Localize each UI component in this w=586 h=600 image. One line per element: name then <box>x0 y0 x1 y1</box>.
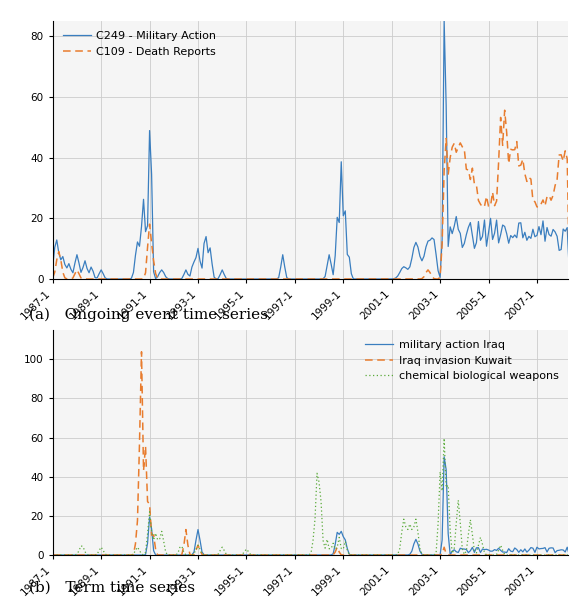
C249 - Military Action <box>360 275 367 283</box>
C249 - Military Action <box>71 259 79 266</box>
C109 - Death Reports <box>570 275 577 283</box>
chemical biological weapons <box>71 551 79 559</box>
chemical biological weapons <box>358 551 365 559</box>
C109 - Death Reports <box>98 275 105 283</box>
Line: Iraq invasion Kuwait: Iraq invasion Kuwait <box>53 352 573 555</box>
Line: chemical biological weapons: chemical biological weapons <box>53 439 573 555</box>
Line: C249 - Military Action: C249 - Military Action <box>53 20 573 279</box>
Iraq invasion Kuwait <box>146 500 153 508</box>
C109 - Death Reports <box>501 107 508 114</box>
Iraq invasion Kuwait <box>91 551 98 559</box>
C109 - Death Reports <box>336 275 343 283</box>
Iraq invasion Kuwait <box>295 551 302 559</box>
chemical biological weapons <box>570 551 577 559</box>
military action Iraq <box>441 453 448 460</box>
C109 - Death Reports <box>49 274 56 281</box>
military action Iraq <box>144 539 151 547</box>
chemical biological weapons <box>467 516 474 523</box>
C109 - Death Reports <box>277 275 284 283</box>
chemical biological weapons <box>333 544 340 551</box>
military action Iraq <box>501 548 508 556</box>
C249 - Military Action <box>441 17 448 24</box>
C109 - Death Reports <box>71 270 79 277</box>
C249 - Military Action <box>336 219 343 226</box>
Iraq invasion Kuwait <box>501 551 508 559</box>
military action Iraq <box>91 551 98 559</box>
C109 - Death Reports <box>360 275 367 283</box>
C249 - Military Action <box>570 275 577 283</box>
military action Iraq <box>570 551 577 559</box>
C249 - Military Action <box>49 263 56 270</box>
C249 - Military Action <box>277 263 284 271</box>
C249 - Military Action <box>249 275 256 283</box>
chemical biological weapons <box>98 544 105 551</box>
C109 - Death Reports <box>223 275 230 283</box>
military action Iraq <box>294 551 301 559</box>
Line: C109 - Death Reports: C109 - Death Reports <box>53 110 573 279</box>
C109 - Death Reports <box>467 176 474 183</box>
Iraq invasion Kuwait <box>138 348 145 355</box>
chemical biological weapons <box>441 435 448 442</box>
chemical biological weapons <box>564 551 571 559</box>
Iraq invasion Kuwait <box>561 551 568 559</box>
C249 - Military Action <box>98 266 105 274</box>
Text: (b)   Term time series: (b) Term time series <box>29 581 195 595</box>
military action Iraq <box>49 551 56 559</box>
Iraq invasion Kuwait <box>49 551 56 559</box>
Line: military action Iraq: military action Iraq <box>53 457 573 555</box>
Legend: military action Iraq, Iraq invasion Kuwait, chemical biological weapons: military action Iraq, Iraq invasion Kuwa… <box>361 335 563 386</box>
Legend: C249 - Military Action, C109 - Death Reports: C249 - Military Action, C109 - Death Rep… <box>58 26 220 61</box>
military action Iraq <box>134 551 141 559</box>
chemical biological weapons <box>49 551 56 559</box>
Text: (a)   Ongoing event time series: (a) Ongoing event time series <box>29 307 268 322</box>
military action Iraq <box>561 548 568 556</box>
Iraq invasion Kuwait <box>570 551 577 559</box>
C249 - Military Action <box>469 232 476 239</box>
chemical biological weapons <box>275 551 282 559</box>
Iraq invasion Kuwait <box>134 517 141 524</box>
